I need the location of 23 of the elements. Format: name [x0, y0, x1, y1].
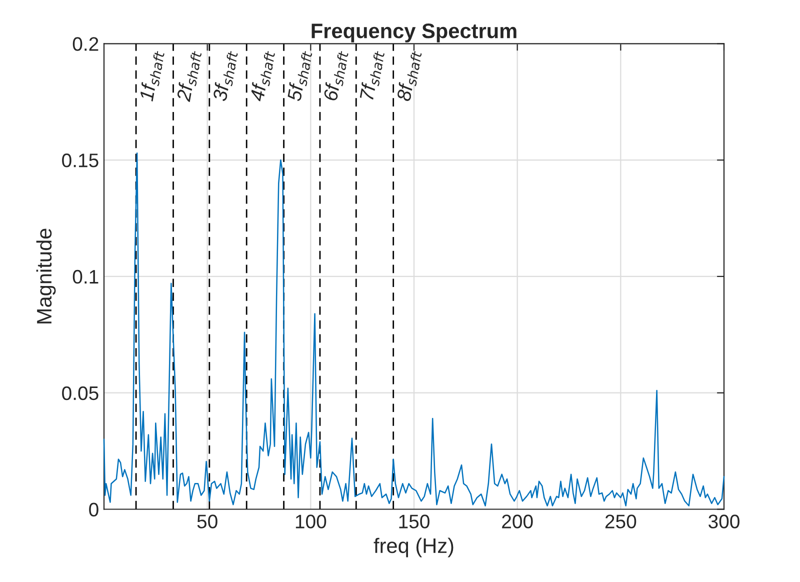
line-series	[103, 152, 725, 506]
x-tick-label: 300	[708, 514, 740, 528]
y-tick-label: 0.05	[62, 386, 98, 400]
y-axis-title: Magnitude	[36, 228, 56, 324]
chart-title: Frequency Spectrum	[312, 24, 516, 42]
y-tick-label: 0.1	[72, 270, 98, 284]
ref-line-label: 2f$_{shaft}$	[176, 49, 202, 103]
y-tick-label: 0.2	[72, 37, 98, 51]
x-tick-label: 50	[197, 514, 218, 528]
ref-line-label: 3f$_{shaft}$	[212, 49, 238, 102]
x-tick-label: 200	[502, 514, 533, 528]
ref-line-label: 5f$_{shaft}$	[286, 49, 313, 102]
ref-line-label: 7f$_{shaft}$	[359, 49, 385, 101]
x-axis-title: freq (Hz)	[374, 538, 454, 558]
ref-line-label: 8f$_{shaft}$	[396, 49, 422, 102]
y-tick-label: 0.15	[62, 154, 98, 168]
ref-line-label: 4f$_{shaft}$	[249, 49, 276, 102]
ref-line-label: 6f$_{shaft}$	[322, 49, 349, 102]
y-tick-label: 0	[89, 502, 98, 516]
x-tick-label: 150	[399, 514, 430, 528]
x-tick-label: 100	[296, 514, 326, 528]
x-tick-label: 250	[605, 514, 636, 528]
ref-line-label: 1f$_{shaft}$	[138, 49, 165, 102]
